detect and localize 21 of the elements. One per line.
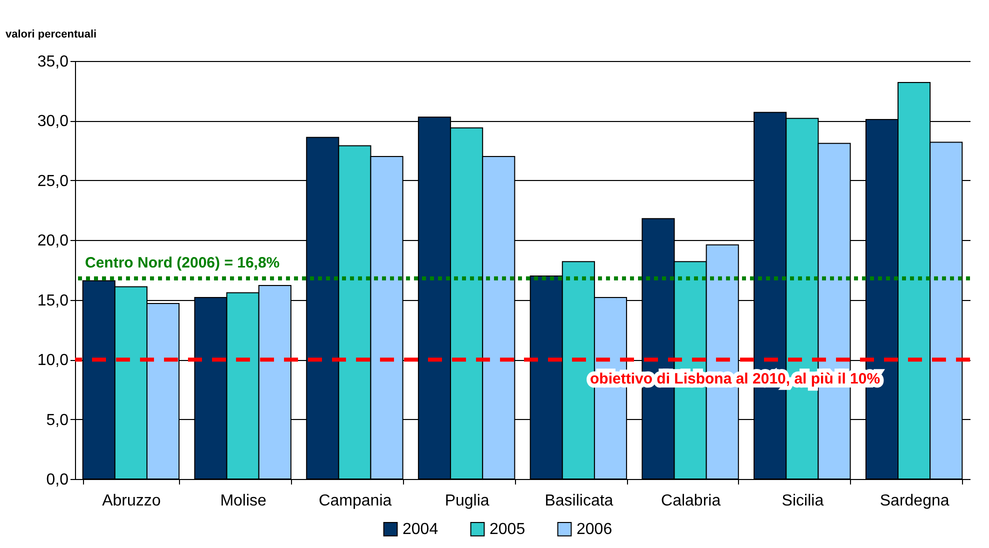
- y-tick-label: 5,0: [46, 412, 69, 429]
- y-tick-label: 10,0: [37, 352, 69, 370]
- y-tick-label: 35,0: [37, 54, 69, 70]
- y-tick-label: 15,0: [37, 292, 69, 310]
- y-tick-label: 20,0: [37, 232, 69, 250]
- x-tick-label: Molise: [220, 492, 267, 510]
- x-tick-label: Campania: [318, 492, 392, 510]
- x-tick-label: Calabria: [661, 492, 721, 510]
- legend-label: 2005: [490, 521, 526, 538]
- y-tick-label: 0,0: [46, 472, 69, 488]
- x-tick-label: Sardegna: [880, 492, 950, 510]
- y-tick-label: 30,0: [37, 113, 69, 130]
- y-tick-label: 25,0: [37, 172, 69, 190]
- legend-label: 2006: [576, 521, 612, 538]
- legend-label: 2004: [402, 521, 438, 538]
- y-axis-title: valori percentuali: [6, 28, 97, 40]
- x-tick-label: Puglia: [444, 492, 490, 510]
- x-tick-label: Abruzzo: [102, 492, 161, 510]
- ref-line-label: Centro Nord (2006) = 16,8%: [85, 254, 280, 272]
- x-tick-label: Basilicata: [544, 492, 614, 510]
- x-tick-label: Sicilia: [782, 492, 824, 510]
